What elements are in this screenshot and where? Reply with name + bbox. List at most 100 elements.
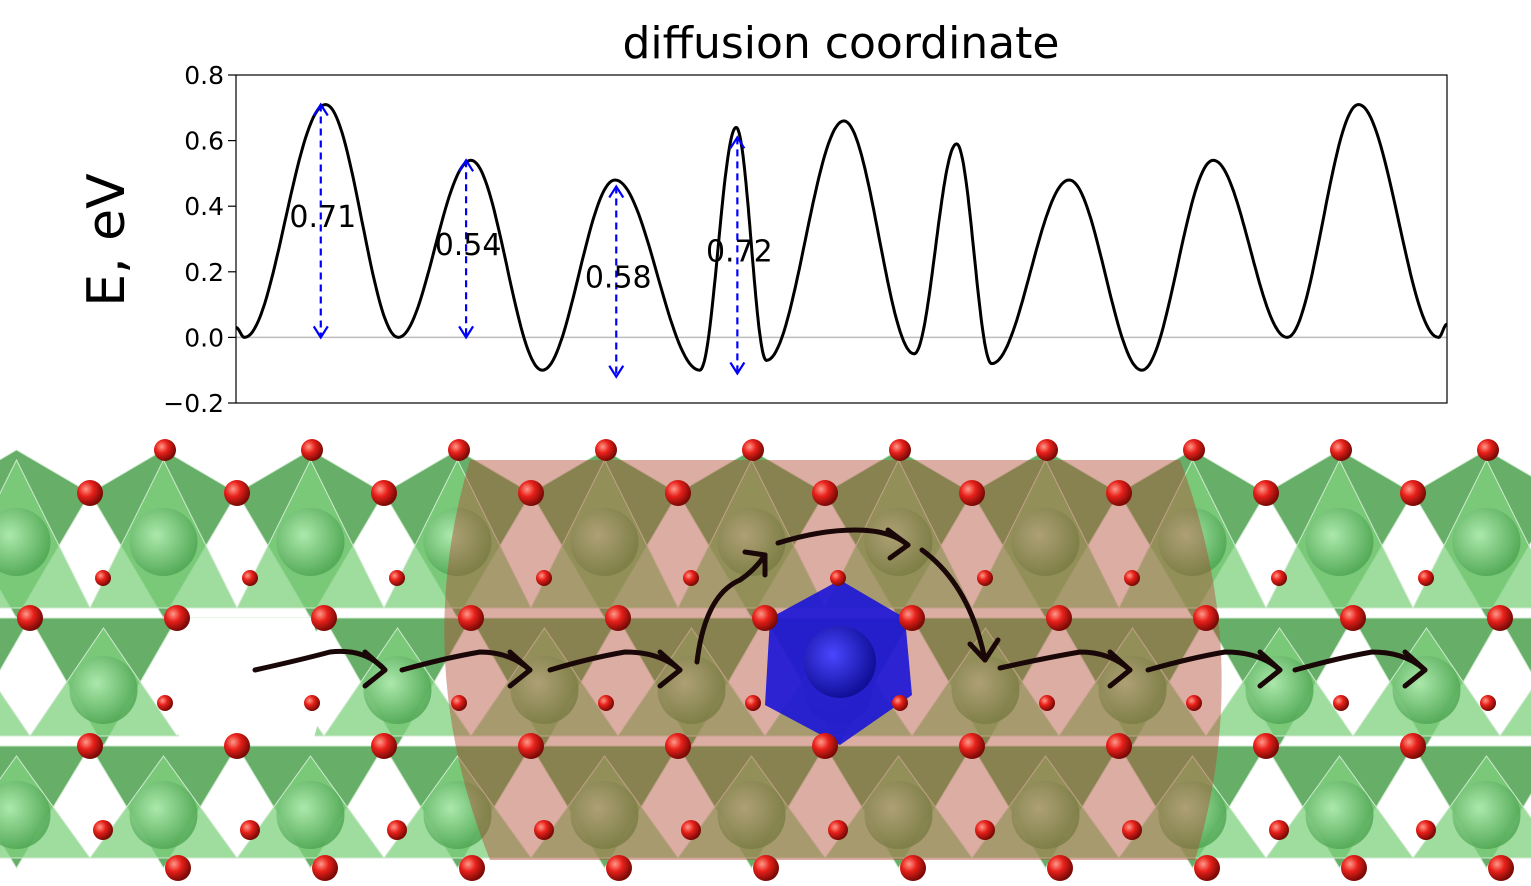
oxygen-atom [975, 820, 995, 840]
barrier-arrowhead [312, 102, 329, 117]
oxygen-atom [1036, 439, 1058, 461]
cation-atom [1305, 508, 1374, 576]
crystal-lattice-illustration [0, 439, 1531, 881]
hop-arrow [919, 547, 988, 663]
cation-atom [423, 781, 492, 849]
oxygen-atom [77, 480, 103, 506]
oxygen-atom [1341, 855, 1367, 881]
octahedra-layer [0, 449, 1531, 869]
oxygen-atom [1488, 855, 1514, 881]
oxygen-atom [1194, 855, 1220, 881]
oxygen-atom [606, 855, 632, 881]
oxygen-atom [371, 733, 397, 759]
cation-atom [1452, 781, 1521, 849]
hop-arrowhead [742, 549, 768, 578]
vacancy-hole [160, 618, 330, 745]
oxygen-atom [518, 733, 544, 759]
oxygen-atom [959, 733, 985, 759]
oxygen-atom [900, 855, 926, 881]
cation-atom [864, 508, 933, 576]
hop-arrows [252, 527, 1428, 689]
oxygen-atom [1186, 695, 1202, 711]
y-tick-label: 0.8 [184, 61, 224, 90]
oxygen-atom [304, 695, 320, 711]
oxygen-atom [165, 855, 191, 881]
oxygen-atom [1330, 439, 1352, 461]
oxygen-atom [157, 695, 173, 711]
y-tick-label: 0.6 [184, 127, 224, 156]
oxygen-atom [240, 820, 260, 840]
oxygen-atom [95, 570, 111, 586]
oxygen-atom [812, 480, 838, 506]
migrating-cation [804, 626, 876, 698]
cation-atom [1158, 781, 1227, 849]
oxygen-atom [164, 605, 190, 631]
oxygen-atom [977, 570, 993, 586]
oxygen-atom [752, 605, 778, 631]
cation-atom [717, 781, 786, 849]
cation-atom [1245, 656, 1314, 724]
hop-arrowhead [967, 637, 1001, 663]
octahedron-face [1499, 689, 1531, 737]
y-tick-label: 0.4 [184, 192, 224, 221]
cation-atom [69, 656, 138, 724]
oxygen-atom [448, 439, 470, 461]
oxygen-atom [1193, 605, 1219, 631]
oxygen-atoms [17, 439, 1514, 881]
oxygen-atom [605, 605, 631, 631]
barrier-arrowhead [458, 158, 475, 172]
octahedron-face [0, 691, 31, 737]
oxygen-atom [1271, 570, 1287, 586]
oxygen-atom [93, 820, 113, 840]
oxygen-atom [1106, 733, 1132, 759]
barrier-arrowhead [608, 365, 625, 379]
cation-atom [1392, 656, 1461, 724]
barrier-label: 0.72 [706, 234, 773, 269]
barrier-arrowhead [458, 325, 475, 340]
oxygen-atom [1487, 605, 1513, 631]
oxygen-atom [742, 439, 764, 461]
oxygen-atom [828, 820, 848, 840]
oxygen-atom [889, 439, 911, 461]
oxygen-atom [1400, 480, 1426, 506]
oxygen-atom [892, 695, 908, 711]
oxygen-atom [1400, 733, 1426, 759]
oxygen-atom [665, 480, 691, 506]
oxygen-atom [389, 570, 405, 586]
cation-atom [0, 781, 51, 849]
octahedron-face [1499, 617, 1531, 673]
barrier-label: 0.54 [435, 228, 502, 263]
oxygen-atom [371, 480, 397, 506]
oxygen-atom [745, 695, 761, 711]
cation-atom [1011, 781, 1080, 849]
oxygen-atom [753, 855, 779, 881]
oxygen-atom [1253, 480, 1279, 506]
oxygen-atom [595, 439, 617, 461]
oxygen-atom [1269, 820, 1289, 840]
y-tick-label: −0.2 [163, 389, 224, 418]
oxygen-atom [224, 733, 250, 759]
cation-atom [570, 781, 639, 849]
cation-atom [276, 781, 345, 849]
cation-atom [717, 508, 786, 576]
oxygen-atom [683, 570, 699, 586]
energy-curve [235, 102, 1448, 372]
oxygen-atom [1039, 695, 1055, 711]
oxygen-atom [1333, 695, 1349, 711]
cation-atom [0, 508, 51, 576]
cation-atom [129, 781, 198, 849]
cation-atom [864, 781, 933, 849]
oxygen-atom [598, 695, 614, 711]
energy-profile-chart: diffusion coordinate E, eV −0.2 0.0 0.2 0.4… [77, 18, 1448, 418]
y-tick-label: 0.0 [184, 323, 224, 352]
oxygen-atom [1046, 605, 1072, 631]
oxygen-atom [1047, 855, 1073, 881]
oxygen-atom [899, 605, 925, 631]
oxygen-atom [959, 480, 985, 506]
oxygen-atom [311, 605, 337, 631]
cation-atom [1098, 656, 1167, 724]
oxygen-atom [1416, 820, 1436, 840]
chart-title: diffusion coordinate [623, 18, 1060, 69]
oxygen-atom [154, 439, 176, 461]
cation-atom [1452, 508, 1521, 576]
